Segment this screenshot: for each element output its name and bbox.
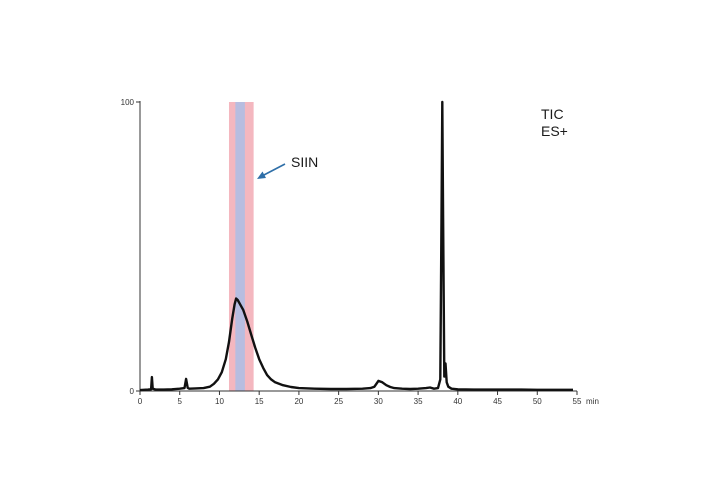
axes	[139, 101, 577, 392]
x-tick-label: 25	[334, 397, 343, 406]
y-tick-label: 100	[121, 98, 135, 107]
x-tick-label: 35	[414, 397, 423, 406]
x-tick-label: 10	[215, 397, 224, 406]
peak-highlight	[228, 102, 254, 391]
x-tick-label: 0	[138, 397, 143, 406]
x-unit-label: min	[586, 397, 599, 406]
trace-label-line-1: TIC	[541, 106, 564, 122]
peak-annotation: SIIN	[257, 154, 318, 179]
x-tick-label: 15	[255, 397, 264, 406]
peak-label: SIIN	[291, 154, 318, 170]
x-tick-label: 20	[294, 397, 303, 406]
x-tick-label: 45	[493, 397, 502, 406]
y-ticks: 0 100	[121, 98, 140, 396]
highlight-band-inner	[235, 102, 245, 391]
x-tick-label: 5	[178, 397, 183, 406]
x-tick-label: 40	[453, 397, 462, 406]
x-tick-label: 55	[573, 397, 582, 406]
tic-trace-line	[139, 100, 573, 392]
arrow-icon	[261, 163, 286, 177]
arrow-head-icon	[257, 171, 266, 179]
x-tick-label: 30	[374, 397, 383, 406]
x-tick-label: 50	[533, 397, 542, 406]
x-ticks: 0 5 10 15 20 25 30 35 40 45 50 55 min	[138, 391, 599, 406]
y-tick-label: 0	[130, 387, 135, 396]
trace-label-line-2: ES+	[541, 123, 568, 139]
trace-label: TIC ES+	[541, 106, 568, 139]
